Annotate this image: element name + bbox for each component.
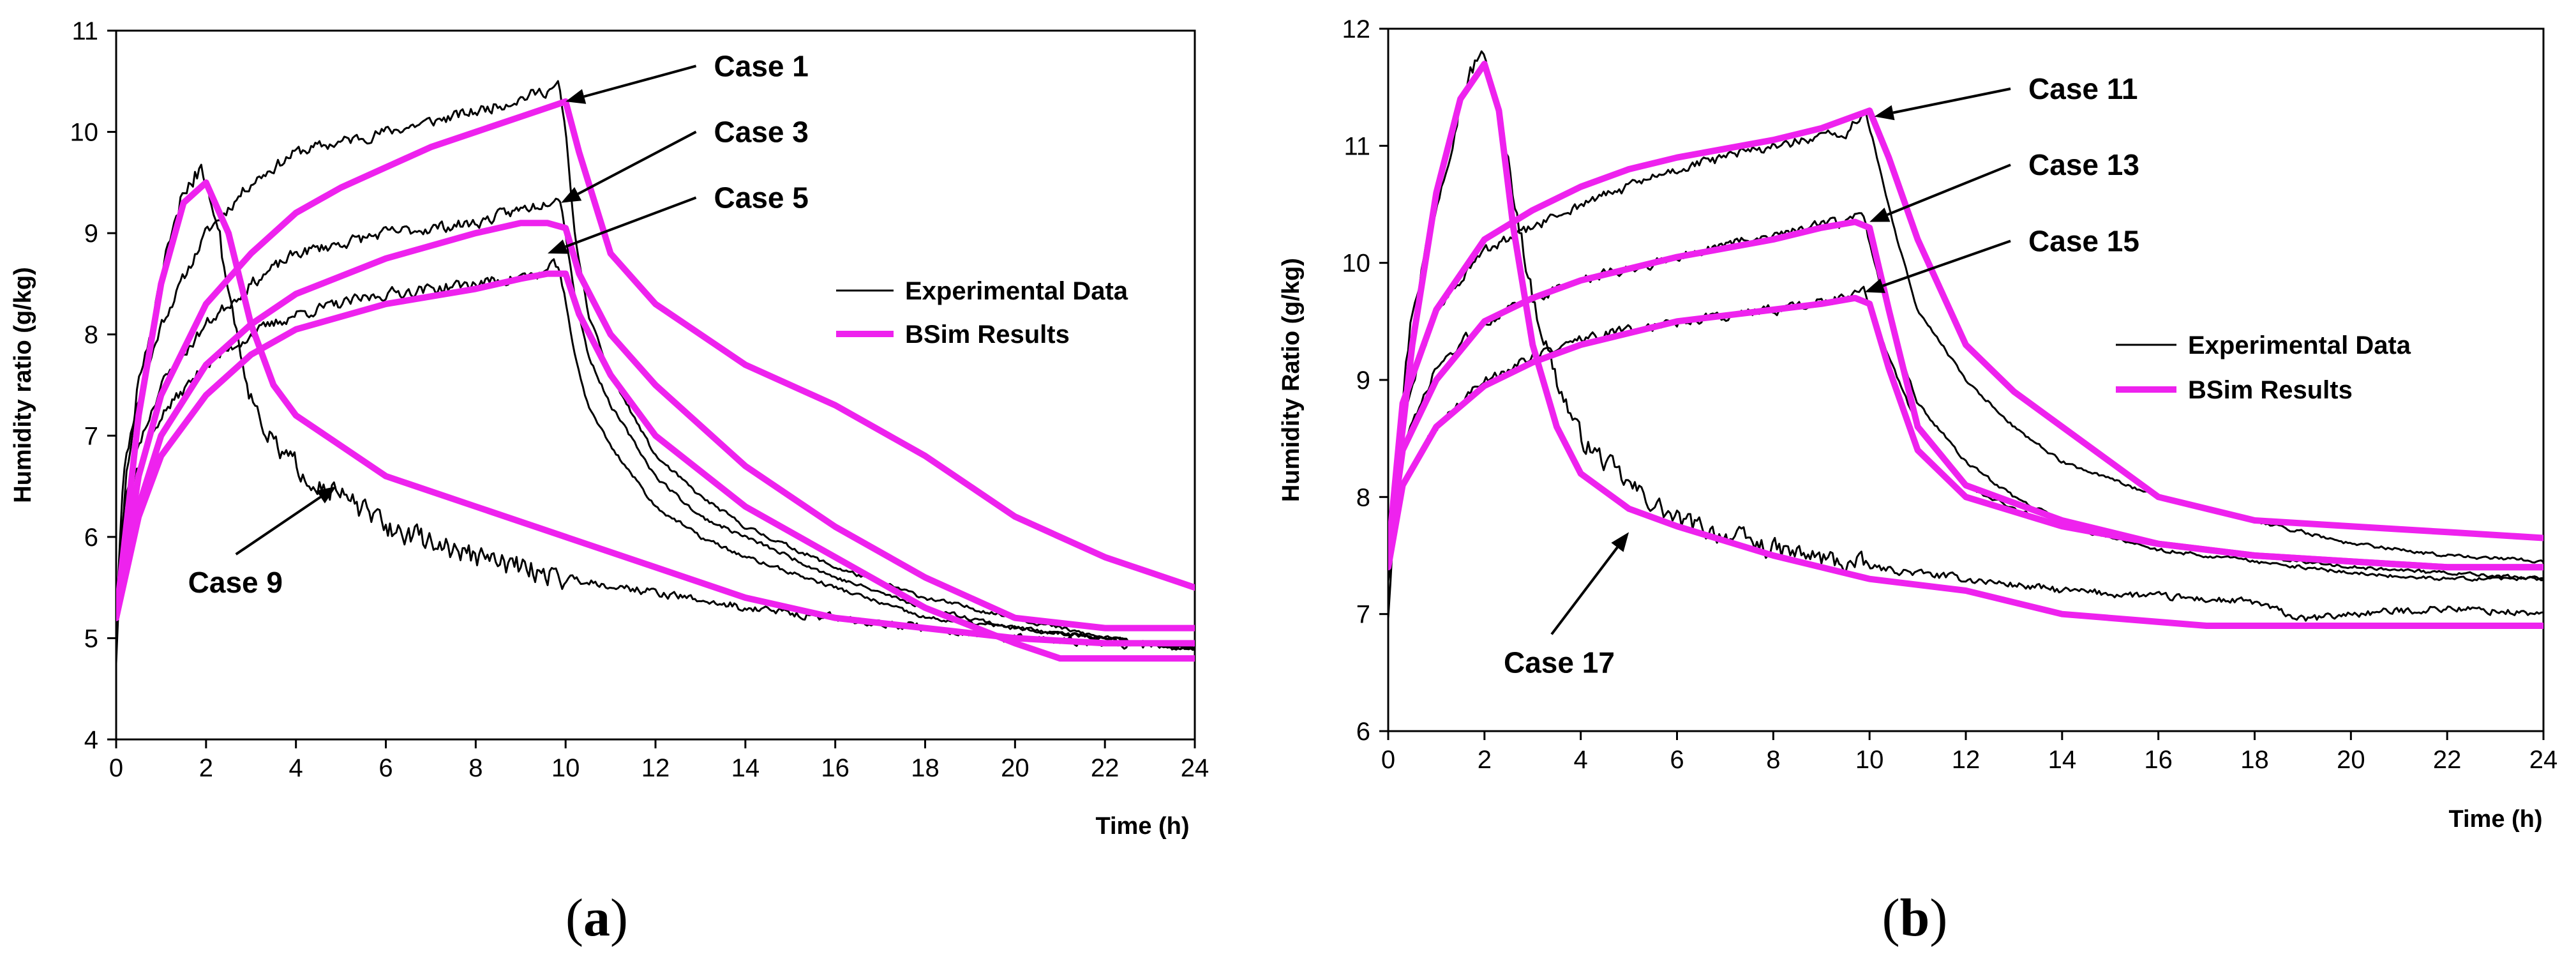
series-group bbox=[116, 80, 1195, 663]
case-annotation-label: Case 1 bbox=[714, 49, 809, 82]
x-tick-label: 12 bbox=[1952, 746, 1981, 774]
legend-entry-label: BSim Results bbox=[2188, 376, 2353, 404]
x-tick-label: 4 bbox=[1574, 746, 1588, 774]
y-axis-label: Humidity ratio (g/kg) bbox=[10, 267, 36, 503]
annotation-arrow-shaft bbox=[583, 64, 697, 98]
x-tick-label: 18 bbox=[911, 754, 940, 782]
x-tick-label: 22 bbox=[1091, 754, 1120, 782]
annotation-arrow-head bbox=[1864, 278, 1885, 293]
x-tick-label: 2 bbox=[199, 754, 213, 782]
y-tick-label: 10 bbox=[70, 119, 99, 147]
x-tick-label: 0 bbox=[1381, 746, 1395, 774]
y-tick-label: 12 bbox=[1342, 15, 1371, 43]
x-tick-label: 14 bbox=[731, 754, 760, 782]
bsim-results-line bbox=[116, 220, 1195, 632]
x-axis-label: Time (h) bbox=[2448, 806, 2542, 833]
x-tick-label: 20 bbox=[2337, 746, 2365, 774]
bsim-results-line bbox=[1388, 61, 2543, 629]
case-annotation-label: Case 3 bbox=[714, 115, 809, 148]
annotation-arrow-head bbox=[316, 486, 337, 504]
y-tick-label: 6 bbox=[1356, 718, 1370, 746]
x-tick-label: 8 bbox=[468, 754, 483, 782]
experimental-data-line bbox=[1388, 110, 2543, 570]
x-tick-label: 6 bbox=[1670, 746, 1684, 774]
experimental-data-line bbox=[116, 258, 1195, 651]
x-tick-label: 10 bbox=[551, 754, 580, 782]
x-tick-label: 24 bbox=[1181, 754, 1209, 782]
y-tick-label: 6 bbox=[84, 524, 98, 552]
x-tick-label: 0 bbox=[109, 754, 123, 782]
experimental-data-line bbox=[1388, 50, 2543, 622]
case-annotation-label: Case 13 bbox=[2028, 148, 2139, 181]
case-annotation-label: Case 9 bbox=[188, 566, 283, 599]
y-tick-label: 7 bbox=[1356, 601, 1370, 629]
y-tick-label: 9 bbox=[1356, 367, 1370, 395]
case-annotation-label: Case 15 bbox=[2028, 224, 2139, 257]
series-group bbox=[1388, 50, 2543, 629]
x-tick-label: 18 bbox=[2240, 746, 2269, 774]
annotation-arrow-head bbox=[1869, 208, 1891, 222]
y-axis-label: Humidity Ratio (g/kg) bbox=[1278, 258, 1305, 502]
annotation-arrow-shaft bbox=[1887, 163, 2011, 216]
y-tick-label: 10 bbox=[1342, 250, 1371, 278]
bsim-results-line bbox=[116, 98, 1195, 621]
chart-legend: Experimental Data BSim Results bbox=[2116, 331, 2411, 404]
y-tick-label: 7 bbox=[84, 422, 98, 450]
annotation-arrow-shaft bbox=[1882, 239, 2011, 287]
case-annotation-label: Case 17 bbox=[1504, 646, 1615, 679]
annotation-arrow-shaft bbox=[565, 196, 697, 248]
bsim-results-line bbox=[116, 179, 1195, 647]
y-tick-label: 9 bbox=[84, 220, 98, 248]
annotation-arrow-head bbox=[565, 89, 587, 104]
x-tick-label: 4 bbox=[289, 754, 303, 782]
legend-entry-label: Experimental Data bbox=[2188, 331, 2411, 359]
experimental-data-line bbox=[116, 80, 1195, 650]
case-annotation-label: Case 5 bbox=[714, 181, 809, 215]
x-tick-label: 16 bbox=[2144, 746, 2173, 774]
annotation-arrow-shaft bbox=[1550, 547, 1619, 635]
x-tick-label: 24 bbox=[2529, 746, 2558, 774]
bsim-results-line bbox=[116, 270, 1195, 662]
annotation-arrow-head bbox=[548, 239, 569, 254]
x-tick-label: 20 bbox=[1001, 754, 1030, 782]
y-tick-label: 4 bbox=[84, 726, 98, 754]
y-tick-label: 8 bbox=[84, 321, 98, 349]
x-tick-label: 6 bbox=[378, 754, 393, 782]
x-tick-label: 16 bbox=[821, 754, 850, 782]
chart-legend: Experimental Data BSim Results bbox=[836, 277, 1128, 349]
annotations: Case 11 Case 13 Case 15 Case 17 bbox=[1504, 72, 2139, 679]
x-tick-label: 10 bbox=[1855, 746, 1884, 774]
annotation-arrow-shaft bbox=[1892, 87, 2011, 114]
x-tick-label: 14 bbox=[2048, 746, 2077, 774]
annotation-arrow-shaft bbox=[577, 130, 697, 195]
panel-label: (a) bbox=[565, 888, 628, 948]
annotation-arrow-head bbox=[1611, 532, 1629, 552]
x-tick-label: 22 bbox=[2433, 746, 2462, 774]
annotation-arrow-head bbox=[561, 186, 582, 203]
x-tick-label: 12 bbox=[641, 754, 670, 782]
legend-entry-label: BSim Results bbox=[905, 321, 1070, 349]
y-tick-label: 8 bbox=[1356, 483, 1370, 511]
y-tick-label: 5 bbox=[84, 624, 98, 653]
case-annotation-label: Case 11 bbox=[2028, 72, 2138, 105]
x-axis-label: Time (h) bbox=[1095, 813, 1189, 840]
panel-label: (b) bbox=[1882, 888, 1948, 948]
bsim-results-line bbox=[1388, 294, 2543, 571]
bsim-results-line bbox=[1388, 107, 2543, 559]
experimental-data-line bbox=[116, 197, 1195, 651]
x-tick-label: 2 bbox=[1478, 746, 1492, 774]
y-tick-label: 11 bbox=[1344, 132, 1370, 160]
annotations: Case 1 Case 3 Case 5 Case 9 bbox=[188, 49, 809, 599]
y-tick-label: 11 bbox=[71, 17, 98, 45]
x-tick-label: 8 bbox=[1766, 746, 1780, 774]
legend-entry-label: Experimental Data bbox=[905, 277, 1128, 305]
annotation-arrow-head bbox=[1874, 105, 1895, 121]
annotation-arrow-shaft bbox=[235, 496, 322, 556]
